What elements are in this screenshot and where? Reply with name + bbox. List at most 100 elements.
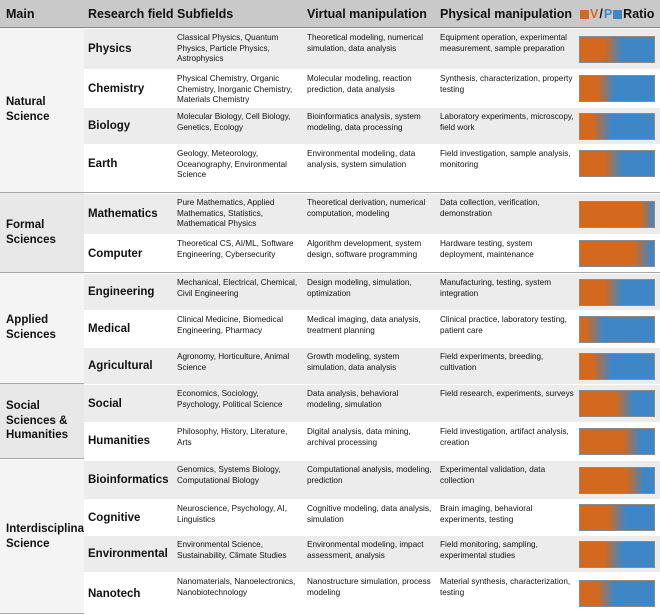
table-row: Mathematics Pure Mathematics, Applied Mat… [84, 193, 660, 234]
table-row: Chemistry Physical Chemistry, Organic Che… [84, 69, 660, 107]
table-row: Earth Geology, Meteorology, Oceanography,… [84, 144, 660, 182]
vp-ratio-bar [579, 504, 655, 531]
table-row: Nanotech Nanomaterials, Nanoelectronics, … [84, 572, 660, 614]
header-ratio-legend: V / P Ratio [580, 0, 654, 28]
table-header: Main Research field Subfields Virtual ma… [0, 0, 660, 28]
subfields-cell: Geology, Meteorology, Oceanography, Envi… [177, 149, 287, 179]
subfields-cell: Clinical Medicine, Biomedical Engineerin… [177, 315, 284, 335]
vp-ratio-bar [579, 352, 655, 380]
physical-manipulation-cell: Data collection, verification, demonstra… [440, 198, 540, 218]
subfields-cell: Physical Chemistry, Organic Chemistry, I… [177, 74, 293, 104]
research-field-name: Cognitive [88, 511, 141, 524]
subfields-cell: Neuroscience, Psychology, AI, Linguistic… [177, 504, 287, 524]
table-row: Engineering Mechanical, Electrical, Chemi… [84, 273, 660, 310]
physical-manipulation-cell: Manufacturing, testing, system integrati… [440, 278, 552, 298]
research-field-name: Physics [88, 43, 132, 55]
header-subfields: Subfields [177, 7, 234, 21]
table-row: Social Economics, Sociology, Psychology, … [84, 384, 660, 422]
subfields-cell: Pure Mathematics, Applied Mathematics, S… [177, 198, 275, 228]
virtual-manipulation-cell: Theoretical derivation, numerical comput… [307, 198, 426, 218]
table-row: Humanities Philosophy, History, Literatur… [84, 422, 660, 459]
subfields-cell: Nanomaterials, Nanoelectronics, Nanobiot… [177, 577, 296, 597]
header-physical-manipulation: Physical manipulation [440, 7, 572, 21]
group-label: Interdisciplinary Science [0, 460, 95, 613]
research-field-name: Chemistry [88, 82, 145, 95]
physical-manipulation-cell: Synthesis, characterization, property te… [440, 74, 573, 94]
header-main: Main [6, 7, 35, 21]
header-ratio-p: P [603, 7, 613, 21]
virtual-manipulation-cell: Bioinformatics analysis, system modeling… [307, 112, 421, 132]
physical-manipulation-cell: Clinical practice, laboratory testing, p… [440, 315, 567, 335]
research-field-name: Social [88, 397, 122, 410]
vp-ratio-bar [579, 75, 655, 102]
physical-manipulation-cell: Laboratory experiments, microscopy, fiel… [440, 112, 574, 132]
subfields-cell: Environmental Science, Sustainability, C… [177, 540, 287, 560]
virtual-manipulation-cell: Nanostructure simulation, process modeli… [307, 577, 431, 597]
vp-ratio-bar [579, 240, 655, 267]
header-ratio-label: Ratio [623, 7, 655, 21]
vp-ratio-bar [579, 315, 655, 343]
research-field-name: Biology [88, 120, 131, 132]
research-field-name: Computer [88, 247, 143, 260]
group-label: Applied Sciences [0, 273, 84, 383]
research-field-name: Mathematics [88, 208, 158, 220]
physical-color-swatch [613, 9, 623, 19]
table-row: Bioinformatics Genomics, Systems Biology,… [84, 460, 660, 499]
table-row: Physics Classical Physics, Quantum Physic… [84, 28, 660, 69]
group-natural-science: Natural Science Physics Classical Physics,… [0, 28, 660, 193]
vp-ratio-bar [579, 150, 655, 177]
virtual-manipulation-cell: Algorithm development, system design, so… [307, 239, 422, 259]
header-virtual-manipulation: Virtual manipulation [307, 7, 427, 21]
research-field-name: Environmental [88, 548, 168, 560]
physical-manipulation-cell: Field research, experiments, surveys [440, 389, 574, 398]
research-field-name: Engineering [88, 286, 155, 298]
physical-manipulation-cell: Brain imaging, behavioral experiments, t… [440, 504, 533, 524]
physical-manipulation-cell: Field monitoring, sampling, experimental… [440, 540, 538, 560]
table-row: Environmental Environmental Science, Sust… [84, 535, 660, 572]
virtual-manipulation-cell: Cognitive modeling, data analysis, simul… [307, 504, 432, 524]
group-label: Natural Science [0, 28, 84, 192]
vp-ratio-bar [579, 35, 655, 63]
physical-manipulation-cell: Material synthesis, characterization, te… [440, 577, 571, 597]
physical-manipulation-cell: Equipment operation, experimental measur… [440, 33, 567, 53]
vp-ratio-bar [579, 427, 655, 455]
group-interdisciplinary-science: Interdisciplinary Science Bioinformatics G… [0, 460, 660, 614]
research-field-name: Agricultural [88, 360, 153, 372]
vp-ratio-bar [579, 390, 655, 417]
vp-ratio-bar [579, 540, 655, 568]
physical-manipulation-cell: Field investigation, artifact analysis, … [440, 427, 569, 447]
group-label: Formal Sciences [0, 193, 84, 272]
physical-manipulation-cell: Experimental validation, data collection [440, 465, 546, 485]
subfields-cell: Molecular Biology, Cell Biology, Genetic… [177, 112, 291, 132]
group-applied-sciences: Applied Sciences Engineering Mechanical, E… [0, 273, 660, 384]
table-row: Biology Molecular Biology, Cell Biology, … [84, 107, 660, 144]
virtual-manipulation-cell: Environmental modeling, impact assessmen… [307, 540, 424, 560]
virtual-manipulation-cell: Digital analysis, data mining, archival … [307, 427, 411, 447]
research-field-name: Nanotech [88, 587, 141, 600]
header-ratio-separator: / [599, 7, 603, 21]
physical-manipulation-cell: Field experiments, breeding, cultivation [440, 352, 544, 372]
research-field-name: Humanities [88, 435, 150, 447]
virtual-manipulation-cell: Theoretical modeling, numerical simulati… [307, 33, 424, 53]
group-social-sciences-humanities: Social Sciences & Humanities Social Econom… [0, 384, 660, 459]
subfields-cell: Agronomy, Horticulture, Animal Science [177, 352, 290, 372]
vp-ratio-bar [579, 278, 655, 306]
subfields-cell: Classical Physics, Quantum Physics, Part… [177, 33, 279, 63]
vp-ratio-bar [579, 200, 655, 228]
research-field-name: Earth [88, 157, 118, 170]
table-row: Agricultural Agronomy, Horticulture, Anim… [84, 347, 660, 384]
virtual-manipulation-cell: Design modeling, simulation, optimizatio… [307, 278, 412, 298]
subfields-cell: Theoretical CS, AI/ML, Software Engineer… [177, 239, 294, 259]
virtual-manipulation-cell: Environmental modeling, data analysis, s… [307, 149, 416, 169]
virtual-manipulation-cell: Molecular modeling, reaction prediction,… [307, 74, 412, 94]
subfields-cell: Genomics, Systems Biology, Computational… [177, 465, 281, 485]
table-row: Cognitive Neuroscience, Psychology, AI, L… [84, 499, 660, 535]
table-row: Computer Theoretical CS, AI/ML, Software … [84, 234, 660, 272]
physical-manipulation-cell: Hardware testing, system deployment, mai… [440, 239, 534, 259]
header-ratio-v: V [590, 7, 599, 21]
vp-ratio-bar [579, 112, 655, 140]
research-field-name: Bioinformatics [88, 474, 169, 486]
table-row: Medical Clinical Medicine, Biomedical Eng… [84, 310, 660, 347]
research-field-name: Medical [88, 323, 131, 335]
